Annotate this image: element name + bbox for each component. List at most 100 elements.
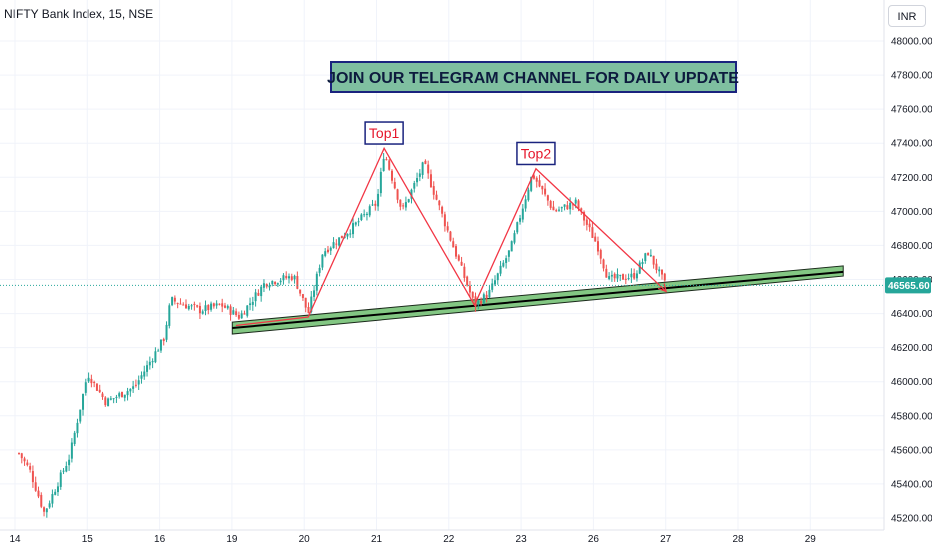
candle-body: [235, 311, 238, 316]
currency-button[interactable]: INR: [888, 5, 926, 27]
candle-body: [301, 294, 304, 298]
candle-body: [210, 303, 213, 310]
candle-body: [90, 378, 93, 384]
candle-body: [221, 303, 224, 307]
peak-label-box: [364, 121, 404, 145]
candle-body: [544, 188, 547, 195]
candle-body: [23, 458, 26, 462]
y-tick-label: 46000.00: [891, 377, 932, 388]
candle-body: [274, 281, 277, 285]
candle-body: [390, 170, 393, 181]
candle-body: [29, 466, 32, 470]
candle-body: [630, 273, 633, 278]
chart-title: NIFTY Bank Index, 15, NSE: [4, 7, 154, 21]
candle-body: [196, 305, 199, 307]
candle-body: [360, 214, 363, 221]
candle-body: [104, 397, 107, 406]
candle-body: [563, 204, 566, 207]
y-tick-label: 47600.00: [891, 105, 932, 116]
candle-body: [421, 162, 424, 175]
candle-body: [107, 398, 110, 407]
candle-body: [374, 203, 377, 206]
candle-body: [524, 199, 527, 209]
candle-body: [371, 204, 374, 206]
candle-body: [488, 289, 491, 298]
candle-body: [594, 236, 597, 242]
candle-body: [457, 255, 460, 261]
x-tick-label: 19: [226, 534, 238, 545]
candle-body: [496, 273, 499, 281]
arrow-head-icon: [657, 283, 668, 293]
x-tick-label: 23: [516, 534, 528, 545]
candle-body: [552, 206, 555, 211]
peak-labels: Top1 Top2: [364, 121, 556, 166]
y-tick-label: 47000.00: [891, 207, 932, 218]
candle-body: [588, 223, 591, 228]
candle-body: [558, 209, 561, 211]
candle-body: [441, 206, 444, 214]
candle-body: [321, 254, 324, 268]
candle-body: [455, 246, 458, 257]
candle-body: [443, 214, 446, 227]
candle-body: [243, 313, 246, 315]
y-tick-label: 46800.00: [891, 241, 932, 252]
candle-body: [315, 273, 318, 291]
candle-body: [407, 199, 410, 203]
candle-body: [541, 185, 544, 190]
candle-body: [157, 350, 160, 352]
candle-body: [232, 310, 235, 315]
candle-body: [165, 324, 168, 340]
candle-body: [148, 361, 151, 366]
y-tick-label: 47400.00: [891, 139, 932, 150]
candle-body: [399, 199, 402, 207]
candle-body: [429, 174, 432, 188]
candle-body: [655, 263, 658, 271]
candle-body: [246, 305, 249, 316]
candle-body: [396, 189, 399, 200]
candle-body: [424, 160, 427, 164]
candle-body: [137, 380, 140, 385]
candle-body: [193, 303, 196, 305]
y-tick-label: 45200.00: [891, 514, 932, 525]
candle-body: [304, 297, 307, 308]
x-tick-label: 27: [660, 534, 672, 545]
candle-body: [577, 200, 580, 209]
candle-body: [591, 227, 594, 238]
candle-body: [329, 247, 332, 251]
candle-body: [288, 276, 291, 279]
candle-body: [627, 278, 630, 280]
candle-body: [452, 241, 455, 248]
candle-body: [146, 365, 149, 372]
candle-body: [635, 273, 638, 279]
candle-body: [282, 275, 285, 281]
candle-body: [596, 241, 599, 252]
candle-body: [223, 305, 226, 308]
candle-body: [608, 276, 611, 280]
candle-body: [262, 283, 265, 288]
candle-body: [602, 259, 605, 269]
candle-body: [510, 241, 513, 252]
candle-body: [18, 453, 20, 455]
candle-body: [532, 175, 535, 179]
candle-body: [354, 222, 357, 225]
candle-body: [179, 303, 182, 305]
candle-body: [560, 207, 563, 209]
candle-body: [115, 396, 118, 398]
candle-body: [326, 249, 329, 253]
candle-body: [101, 393, 104, 397]
candle-body: [599, 250, 602, 259]
candle-body: [446, 226, 449, 231]
price-axis: 48000.00 47800.00 47600.00 47400.00 47200.00…: [891, 37, 932, 525]
candle-body: [435, 194, 438, 200]
candle-body: [93, 382, 96, 384]
candle-body: [182, 304, 185, 306]
candle-body: [616, 274, 619, 279]
time-axis: 14 15 16 19 20 21 22 23 26 27 28 29: [9, 534, 816, 545]
candle-body: [48, 503, 51, 508]
candle-body: [151, 361, 154, 363]
candle-body: [79, 409, 82, 422]
candle-body: [463, 266, 466, 278]
candle-body: [585, 219, 588, 225]
x-tick-label: 15: [82, 534, 94, 545]
